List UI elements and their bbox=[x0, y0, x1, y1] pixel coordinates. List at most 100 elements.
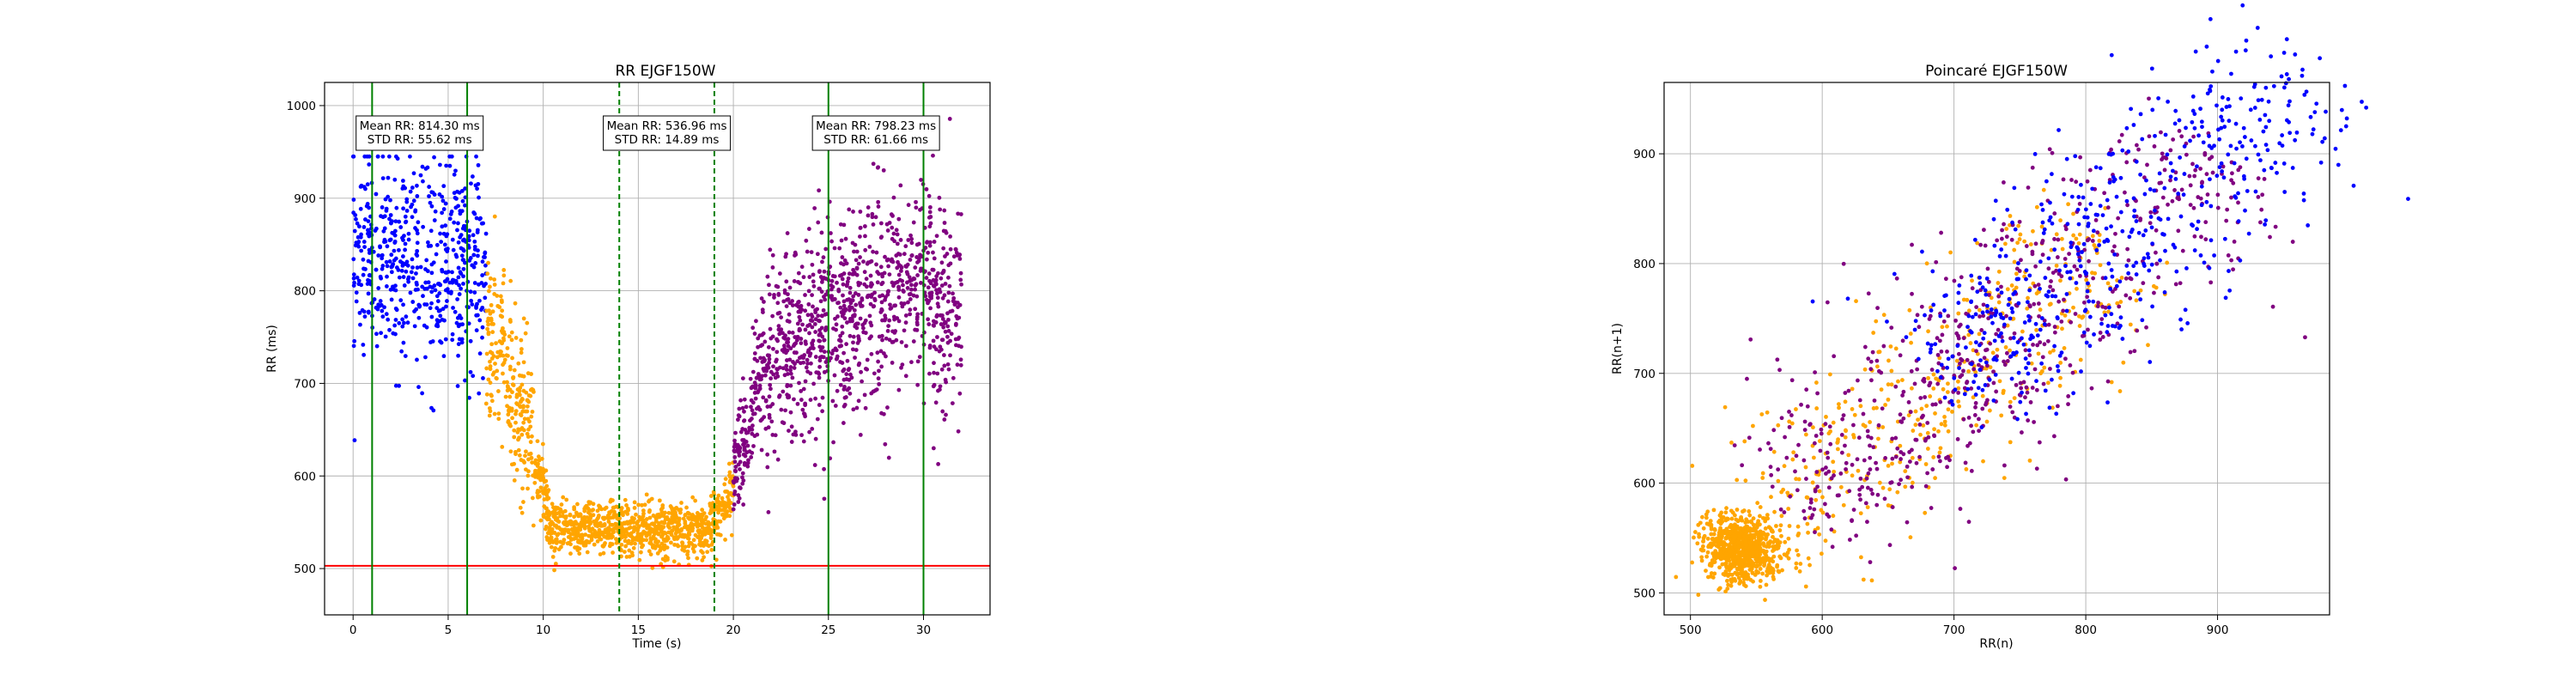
poincare-point-orange bbox=[1759, 548, 1764, 553]
rr-point-purple bbox=[954, 343, 958, 348]
poincare-point-purple bbox=[2037, 440, 2042, 445]
poincare-point-purple bbox=[1969, 386, 1974, 391]
poincare-point-purple bbox=[2066, 402, 2070, 407]
poincare-point-orange bbox=[1749, 538, 1754, 543]
rr-point-orange bbox=[523, 453, 527, 459]
poincare-point-purple bbox=[2154, 261, 2160, 266]
rr-point-purple bbox=[848, 307, 852, 313]
poincare-point-purple bbox=[1922, 376, 1927, 381]
rr-point-purple bbox=[830, 274, 835, 278]
rr-point-purple bbox=[732, 502, 737, 507]
poincare-point-orange bbox=[1760, 471, 1765, 476]
rr-point-blue bbox=[392, 323, 398, 328]
rr-point-purple bbox=[851, 407, 856, 412]
rr-point-purple bbox=[867, 244, 872, 249]
rr-point-blue bbox=[450, 237, 455, 242]
poincare-point-purple bbox=[1991, 380, 1996, 386]
rr-point-purple bbox=[801, 439, 806, 444]
rr-point-purple bbox=[939, 313, 944, 318]
poincare-point-orange bbox=[2059, 236, 2064, 241]
rr-point-purple bbox=[803, 339, 808, 344]
rr-point-purple bbox=[781, 331, 785, 336]
poincare-point-blue bbox=[1991, 398, 1996, 403]
rr-point-purple bbox=[750, 450, 755, 455]
poincare-point-blue bbox=[2210, 69, 2215, 74]
rr-point-orange bbox=[641, 514, 646, 519]
rr-point-blue bbox=[361, 309, 367, 314]
rr-point-blue bbox=[376, 253, 381, 258]
poincare-point-orange bbox=[1886, 397, 1891, 402]
rr-point-blue bbox=[456, 240, 461, 245]
poincare-point-orange bbox=[1948, 250, 1953, 255]
rr-point-purple bbox=[884, 258, 890, 263]
poincare-point-orange bbox=[1757, 556, 1762, 562]
rr-point-orange bbox=[723, 477, 728, 482]
rr-point-blue bbox=[365, 182, 370, 187]
rr-point-purple bbox=[761, 395, 766, 400]
rr-point-purple bbox=[865, 357, 870, 362]
poincare-point-orange bbox=[1916, 417, 1920, 423]
rr-point-purple bbox=[890, 361, 895, 365]
poincare-point-orange bbox=[2058, 278, 2063, 283]
rr-point-purple bbox=[767, 416, 772, 420]
poincare-point-purple bbox=[1999, 236, 2004, 241]
rr-point-purple bbox=[749, 455, 754, 459]
poincare-point-blue bbox=[2038, 259, 2043, 264]
rr-point-purple bbox=[767, 283, 771, 288]
rr-point-purple bbox=[895, 241, 900, 246]
poincare-point-purple bbox=[2193, 167, 2198, 173]
rr-point-orange bbox=[626, 538, 631, 544]
poincare-point-purple bbox=[1820, 467, 1825, 472]
rr-point-blue bbox=[387, 238, 392, 243]
poincare-point-purple bbox=[1776, 467, 1781, 472]
rr-point-orange bbox=[671, 559, 677, 564]
poincare-point-orange bbox=[1888, 344, 1893, 349]
rr-point-orange bbox=[525, 431, 530, 436]
rr-point-purple bbox=[796, 309, 801, 314]
rr-point-purple bbox=[846, 368, 851, 373]
poincare-point-orange bbox=[1717, 565, 1722, 570]
poincare-point-orange bbox=[1711, 508, 1716, 513]
rr-point-blue bbox=[404, 269, 409, 274]
poincare-point-orange bbox=[1760, 571, 1765, 576]
rr-point-purple bbox=[841, 299, 847, 304]
rr-point-purple bbox=[883, 316, 888, 321]
rr-point-orange bbox=[577, 551, 582, 556]
rr-point-blue bbox=[482, 283, 486, 289]
rr-point-blue bbox=[472, 211, 477, 216]
poincare-point-purple bbox=[1870, 350, 1875, 355]
poincare-point-orange bbox=[1971, 395, 1976, 400]
poincare-point-blue bbox=[2079, 369, 2083, 374]
rr-point-purple bbox=[784, 363, 789, 368]
rr-point-blue bbox=[412, 309, 416, 313]
rr-point-blue bbox=[441, 354, 447, 359]
rr-point-orange bbox=[507, 364, 513, 369]
rr-point-purple bbox=[822, 269, 827, 274]
rr-point-orange bbox=[568, 513, 573, 518]
rr-point-purple bbox=[858, 432, 863, 437]
poincare-point-blue bbox=[2111, 175, 2116, 179]
poincare-point-orange bbox=[1913, 409, 1918, 414]
rr-point-blue bbox=[445, 246, 450, 252]
rr-point-blue bbox=[428, 284, 433, 289]
poincare-point-purple bbox=[1976, 362, 1981, 368]
rr-point-purple bbox=[775, 337, 779, 342]
rr-point-orange bbox=[544, 478, 549, 483]
poincare-point-purple bbox=[1893, 454, 1899, 459]
poincare-point-orange bbox=[2008, 440, 2013, 445]
poincare-point-orange bbox=[1871, 331, 1876, 335]
poincare-point-blue bbox=[2183, 307, 2188, 313]
poincare-point-blue bbox=[2198, 253, 2203, 258]
rr-point-blue bbox=[454, 320, 459, 325]
poincare-point-blue bbox=[2275, 170, 2279, 175]
rr-point-purple bbox=[843, 236, 848, 241]
poincare-point-purple bbox=[2154, 228, 2159, 233]
rr-point-blue bbox=[393, 306, 398, 311]
rr-point-purple bbox=[856, 398, 861, 404]
poincare-point-purple bbox=[2052, 237, 2057, 241]
rr-point-purple bbox=[817, 375, 822, 380]
rr-point-blue bbox=[477, 298, 482, 303]
rr-point-orange bbox=[565, 541, 570, 546]
rr-point-blue bbox=[460, 322, 465, 327]
rr-point-orange bbox=[508, 319, 513, 324]
